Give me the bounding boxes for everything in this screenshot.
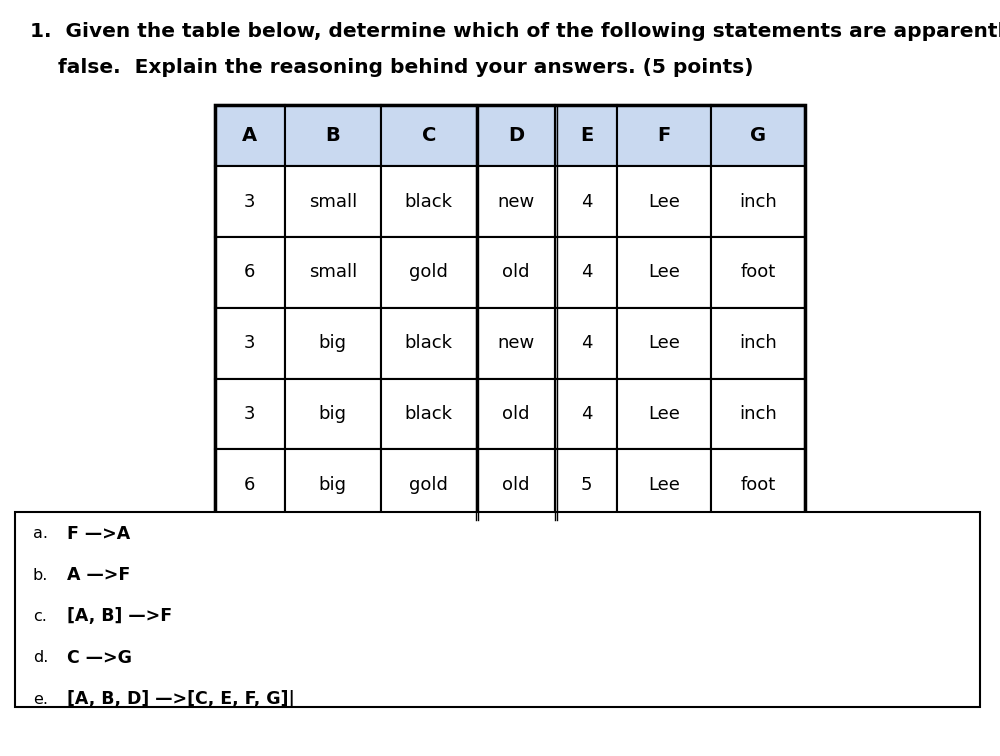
Bar xyxy=(555,166,617,237)
Text: small: small xyxy=(309,264,357,281)
Text: Lee: Lee xyxy=(648,264,680,281)
Text: b.: b. xyxy=(33,568,48,583)
Text: Lee: Lee xyxy=(648,476,680,494)
Text: new: new xyxy=(498,193,535,211)
Text: D: D xyxy=(508,126,524,145)
Text: Lee: Lee xyxy=(648,405,680,423)
Text: F —>A: F —>A xyxy=(67,525,130,543)
Text: 5: 5 xyxy=(581,476,592,494)
Bar xyxy=(381,105,477,166)
Text: a.: a. xyxy=(33,526,48,541)
Text: new: new xyxy=(498,334,535,352)
Bar xyxy=(285,105,381,166)
Bar xyxy=(617,166,711,237)
Bar xyxy=(285,308,381,379)
Text: B: B xyxy=(325,126,340,145)
Text: C —>G: C —>G xyxy=(67,649,132,667)
Bar xyxy=(285,237,381,308)
Bar xyxy=(477,237,555,308)
Text: G: G xyxy=(750,126,766,145)
Bar xyxy=(477,308,555,379)
Bar xyxy=(617,449,711,520)
Bar xyxy=(617,237,711,308)
Bar xyxy=(555,449,617,520)
Text: big: big xyxy=(319,334,347,352)
Bar xyxy=(477,449,555,520)
Text: 3: 3 xyxy=(244,334,256,352)
Text: 4: 4 xyxy=(581,405,592,423)
Text: c.: c. xyxy=(33,609,47,624)
Text: Lee: Lee xyxy=(648,334,680,352)
Bar xyxy=(381,308,477,379)
Text: big: big xyxy=(319,476,347,494)
Bar xyxy=(215,449,285,520)
Text: 6: 6 xyxy=(244,476,255,494)
Text: inch: inch xyxy=(739,193,777,211)
Text: Lee: Lee xyxy=(648,193,680,211)
Text: big: big xyxy=(319,405,347,423)
Bar xyxy=(15,512,980,707)
Bar xyxy=(617,379,711,449)
Text: old: old xyxy=(502,476,530,494)
Text: 3: 3 xyxy=(244,193,256,211)
Text: d.: d. xyxy=(33,650,48,665)
Bar xyxy=(711,166,805,237)
Text: 6: 6 xyxy=(244,264,255,281)
Bar xyxy=(381,237,477,308)
Bar xyxy=(555,379,617,449)
Bar xyxy=(285,449,381,520)
Text: small: small xyxy=(309,193,357,211)
Bar xyxy=(555,105,617,166)
Bar xyxy=(617,308,711,379)
Text: [A, B, D] —>[C, E, F, G]|: [A, B, D] —>[C, E, F, G]| xyxy=(67,690,295,708)
Bar xyxy=(477,166,555,237)
Text: 4: 4 xyxy=(581,264,592,281)
Text: black: black xyxy=(405,405,453,423)
Text: gold: gold xyxy=(409,264,448,281)
Bar xyxy=(711,105,805,166)
Bar xyxy=(285,379,381,449)
Bar xyxy=(215,105,285,166)
Text: old: old xyxy=(502,405,530,423)
Bar xyxy=(381,379,477,449)
Bar xyxy=(477,379,555,449)
Bar xyxy=(477,105,555,166)
Bar xyxy=(555,237,617,308)
Text: inch: inch xyxy=(739,405,777,423)
Bar xyxy=(215,308,285,379)
Text: false.  Explain the reasoning behind your answers. (5 points): false. Explain the reasoning behind your… xyxy=(30,58,754,77)
Bar xyxy=(381,166,477,237)
Bar xyxy=(555,308,617,379)
Text: [A, B] —>F: [A, B] —>F xyxy=(67,608,172,625)
Text: gold: gold xyxy=(409,476,448,494)
Text: old: old xyxy=(502,264,530,281)
Bar xyxy=(215,166,285,237)
Text: foot: foot xyxy=(740,476,775,494)
Text: C: C xyxy=(422,126,436,145)
Bar xyxy=(381,449,477,520)
Bar xyxy=(617,105,711,166)
Text: 4: 4 xyxy=(581,334,592,352)
Text: 1.  Given the table below, determine which of the following statements are appar: 1. Given the table below, determine whic… xyxy=(30,22,1000,41)
Text: E: E xyxy=(580,126,593,145)
Text: e.: e. xyxy=(33,692,48,707)
Text: foot: foot xyxy=(740,264,775,281)
Bar xyxy=(711,237,805,308)
Bar xyxy=(215,237,285,308)
Text: F: F xyxy=(657,126,671,145)
Bar xyxy=(285,166,381,237)
Text: black: black xyxy=(405,193,453,211)
Bar xyxy=(711,379,805,449)
Text: A —>F: A —>F xyxy=(67,566,130,584)
Text: 4: 4 xyxy=(581,193,592,211)
Bar xyxy=(711,449,805,520)
Bar xyxy=(215,105,805,520)
Text: A: A xyxy=(242,126,257,145)
Bar xyxy=(711,308,805,379)
Text: black: black xyxy=(405,334,453,352)
Bar xyxy=(215,379,285,449)
Text: 3: 3 xyxy=(244,405,256,423)
Text: inch: inch xyxy=(739,334,777,352)
